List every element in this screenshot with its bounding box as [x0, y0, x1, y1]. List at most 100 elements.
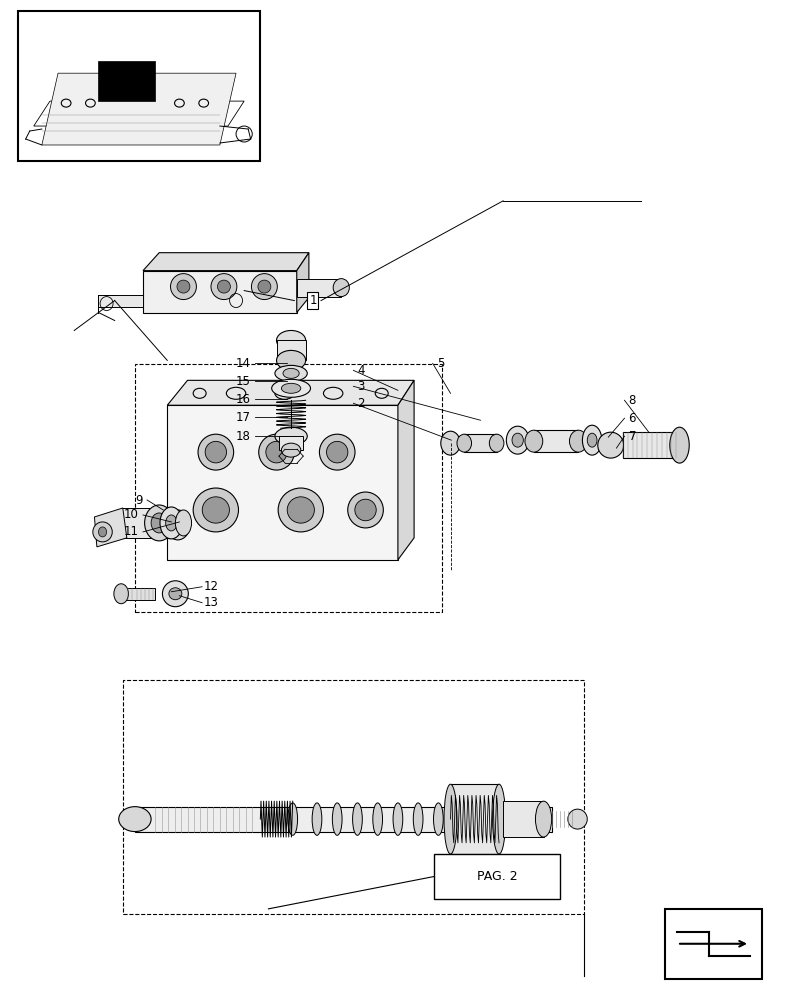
Ellipse shape	[118, 807, 151, 832]
Ellipse shape	[581, 425, 601, 455]
Ellipse shape	[275, 427, 307, 445]
Bar	[533, 430, 577, 452]
Text: 6: 6	[628, 412, 635, 425]
Bar	[18, 11, 260, 161]
Bar	[434, 854, 559, 899]
Polygon shape	[143, 253, 308, 271]
Ellipse shape	[165, 510, 190, 540]
Ellipse shape	[281, 443, 300, 457]
Bar	[503, 801, 543, 837]
Ellipse shape	[211, 274, 237, 300]
Ellipse shape	[277, 350, 305, 370]
Ellipse shape	[413, 803, 423, 835]
Polygon shape	[42, 73, 236, 145]
Bar	[135, 807, 551, 832]
Ellipse shape	[92, 522, 112, 542]
Ellipse shape	[597, 432, 623, 458]
Polygon shape	[121, 508, 169, 538]
Ellipse shape	[489, 434, 504, 452]
Polygon shape	[98, 295, 143, 307]
Polygon shape	[296, 279, 341, 297]
Bar	[664, 909, 761, 979]
Text: 9: 9	[135, 494, 143, 507]
Ellipse shape	[311, 803, 321, 835]
Ellipse shape	[251, 274, 277, 300]
Ellipse shape	[144, 505, 174, 541]
Ellipse shape	[151, 513, 167, 533]
Ellipse shape	[175, 510, 191, 536]
Polygon shape	[143, 271, 296, 313]
Polygon shape	[167, 405, 397, 560]
Ellipse shape	[333, 279, 349, 297]
Text: 14: 14	[235, 357, 251, 370]
Ellipse shape	[347, 492, 383, 528]
Text: 2: 2	[357, 397, 364, 410]
Ellipse shape	[352, 803, 362, 835]
Text: 11: 11	[124, 525, 139, 538]
Ellipse shape	[534, 801, 551, 837]
Ellipse shape	[332, 803, 341, 835]
Ellipse shape	[393, 803, 402, 835]
Text: 5: 5	[436, 357, 444, 370]
Polygon shape	[98, 61, 155, 101]
Ellipse shape	[170, 274, 196, 300]
Bar	[121, 588, 155, 600]
Ellipse shape	[287, 497, 314, 523]
Ellipse shape	[198, 434, 234, 470]
Ellipse shape	[272, 379, 310, 397]
Polygon shape	[296, 253, 308, 313]
Ellipse shape	[433, 803, 443, 835]
Text: 3: 3	[357, 380, 364, 393]
Ellipse shape	[177, 280, 190, 293]
Ellipse shape	[275, 365, 307, 381]
Bar	[135, 364, 442, 612]
Ellipse shape	[492, 784, 505, 854]
Ellipse shape	[98, 527, 106, 537]
Bar	[622, 432, 679, 458]
Ellipse shape	[205, 441, 226, 463]
Ellipse shape	[165, 515, 177, 531]
Ellipse shape	[258, 280, 271, 293]
Text: 1: 1	[309, 294, 316, 307]
Ellipse shape	[287, 803, 297, 835]
Text: 8: 8	[628, 394, 635, 407]
Ellipse shape	[169, 588, 182, 600]
Ellipse shape	[444, 784, 457, 854]
Ellipse shape	[569, 430, 586, 452]
Text: 4: 4	[357, 364, 364, 377]
Bar	[464, 434, 496, 452]
Ellipse shape	[202, 497, 230, 523]
Bar	[450, 784, 499, 854]
Ellipse shape	[372, 803, 382, 835]
Ellipse shape	[326, 441, 347, 463]
Ellipse shape	[506, 426, 528, 454]
Text: PAG. 2: PAG. 2	[476, 870, 517, 883]
Ellipse shape	[265, 441, 287, 463]
Ellipse shape	[217, 280, 230, 293]
Polygon shape	[397, 380, 414, 560]
Text: 12: 12	[204, 580, 218, 593]
Bar	[277, 340, 305, 360]
Ellipse shape	[524, 430, 542, 452]
Ellipse shape	[586, 433, 596, 447]
Ellipse shape	[277, 330, 305, 350]
Ellipse shape	[319, 434, 354, 470]
Text: 18: 18	[235, 430, 251, 443]
Text: 15: 15	[235, 375, 251, 388]
Polygon shape	[167, 380, 414, 405]
Ellipse shape	[512, 433, 523, 447]
Ellipse shape	[669, 427, 689, 463]
Ellipse shape	[114, 584, 128, 604]
Text: 13: 13	[204, 596, 218, 609]
Ellipse shape	[567, 809, 586, 829]
Bar	[122, 680, 583, 914]
Ellipse shape	[162, 581, 188, 607]
Text: 10: 10	[124, 508, 139, 521]
Ellipse shape	[283, 368, 298, 378]
Polygon shape	[94, 508, 127, 547]
Bar	[279, 436, 303, 450]
Ellipse shape	[354, 499, 375, 521]
Ellipse shape	[281, 383, 300, 393]
Ellipse shape	[457, 434, 471, 452]
Ellipse shape	[193, 488, 238, 532]
